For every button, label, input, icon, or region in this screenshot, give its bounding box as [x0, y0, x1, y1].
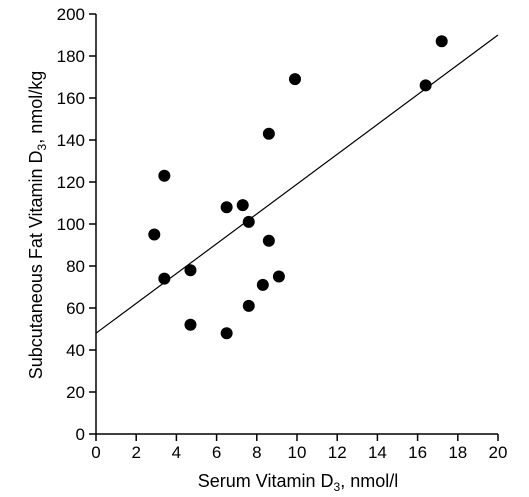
data-point: [158, 169, 171, 182]
data-points: [148, 35, 448, 340]
x-tick-label: 0: [91, 443, 100, 462]
x-tick-label: 8: [252, 443, 261, 462]
data-point: [220, 201, 233, 214]
data-point: [158, 272, 171, 285]
data-point: [242, 215, 255, 228]
data-point: [220, 327, 233, 340]
y-tick-label: 0: [76, 425, 85, 444]
x-tick-label: 6: [212, 443, 221, 462]
x-axis-label: Serum Vitamin D3, nmol/l: [198, 471, 398, 494]
data-point: [256, 278, 269, 291]
y-tick-label: 180: [57, 47, 85, 66]
data-point: [148, 228, 161, 241]
data-point: [288, 73, 301, 86]
y-tick-label: 160: [57, 89, 85, 108]
y-tick-label: 140: [57, 131, 85, 150]
x-tick-label: 18: [448, 443, 467, 462]
data-point: [184, 264, 197, 277]
x-ticks: 0 2 4 6 8 10 12 14 16 18 20: [91, 434, 507, 462]
data-point: [262, 127, 275, 140]
data-point: [435, 35, 448, 48]
x-tick-label: 4: [172, 443, 181, 462]
y-tick-label: 60: [66, 299, 85, 318]
y-tick-label: 120: [57, 173, 85, 192]
y-axis-label: Subcutaneous Fat Vitamin D3, nmol/kg: [26, 71, 49, 380]
x-tick-label: 16: [408, 443, 427, 462]
data-point: [184, 318, 197, 331]
x-tick-label: 14: [368, 443, 387, 462]
x-tick-label: 2: [131, 443, 140, 462]
data-point: [419, 79, 432, 92]
data-point: [262, 234, 275, 247]
data-point: [236, 199, 249, 212]
y-tick-label: 200: [57, 5, 85, 24]
y-tick-label: 80: [66, 257, 85, 276]
x-tick-label: 12: [328, 443, 347, 462]
y-tick-label: 40: [66, 341, 85, 360]
regression-line: [95, 34, 499, 334]
y-tick-label: 20: [66, 383, 85, 402]
y-ticks: 0 20 40 60 80 100 120 140 160 180 200: [57, 5, 96, 444]
data-point: [242, 299, 255, 312]
data-point: [272, 270, 285, 283]
x-tick-label: 20: [489, 443, 508, 462]
y-tick-label: 100: [57, 215, 85, 234]
x-tick-label: 10: [288, 443, 307, 462]
fit-line-group: [95, 34, 499, 334]
